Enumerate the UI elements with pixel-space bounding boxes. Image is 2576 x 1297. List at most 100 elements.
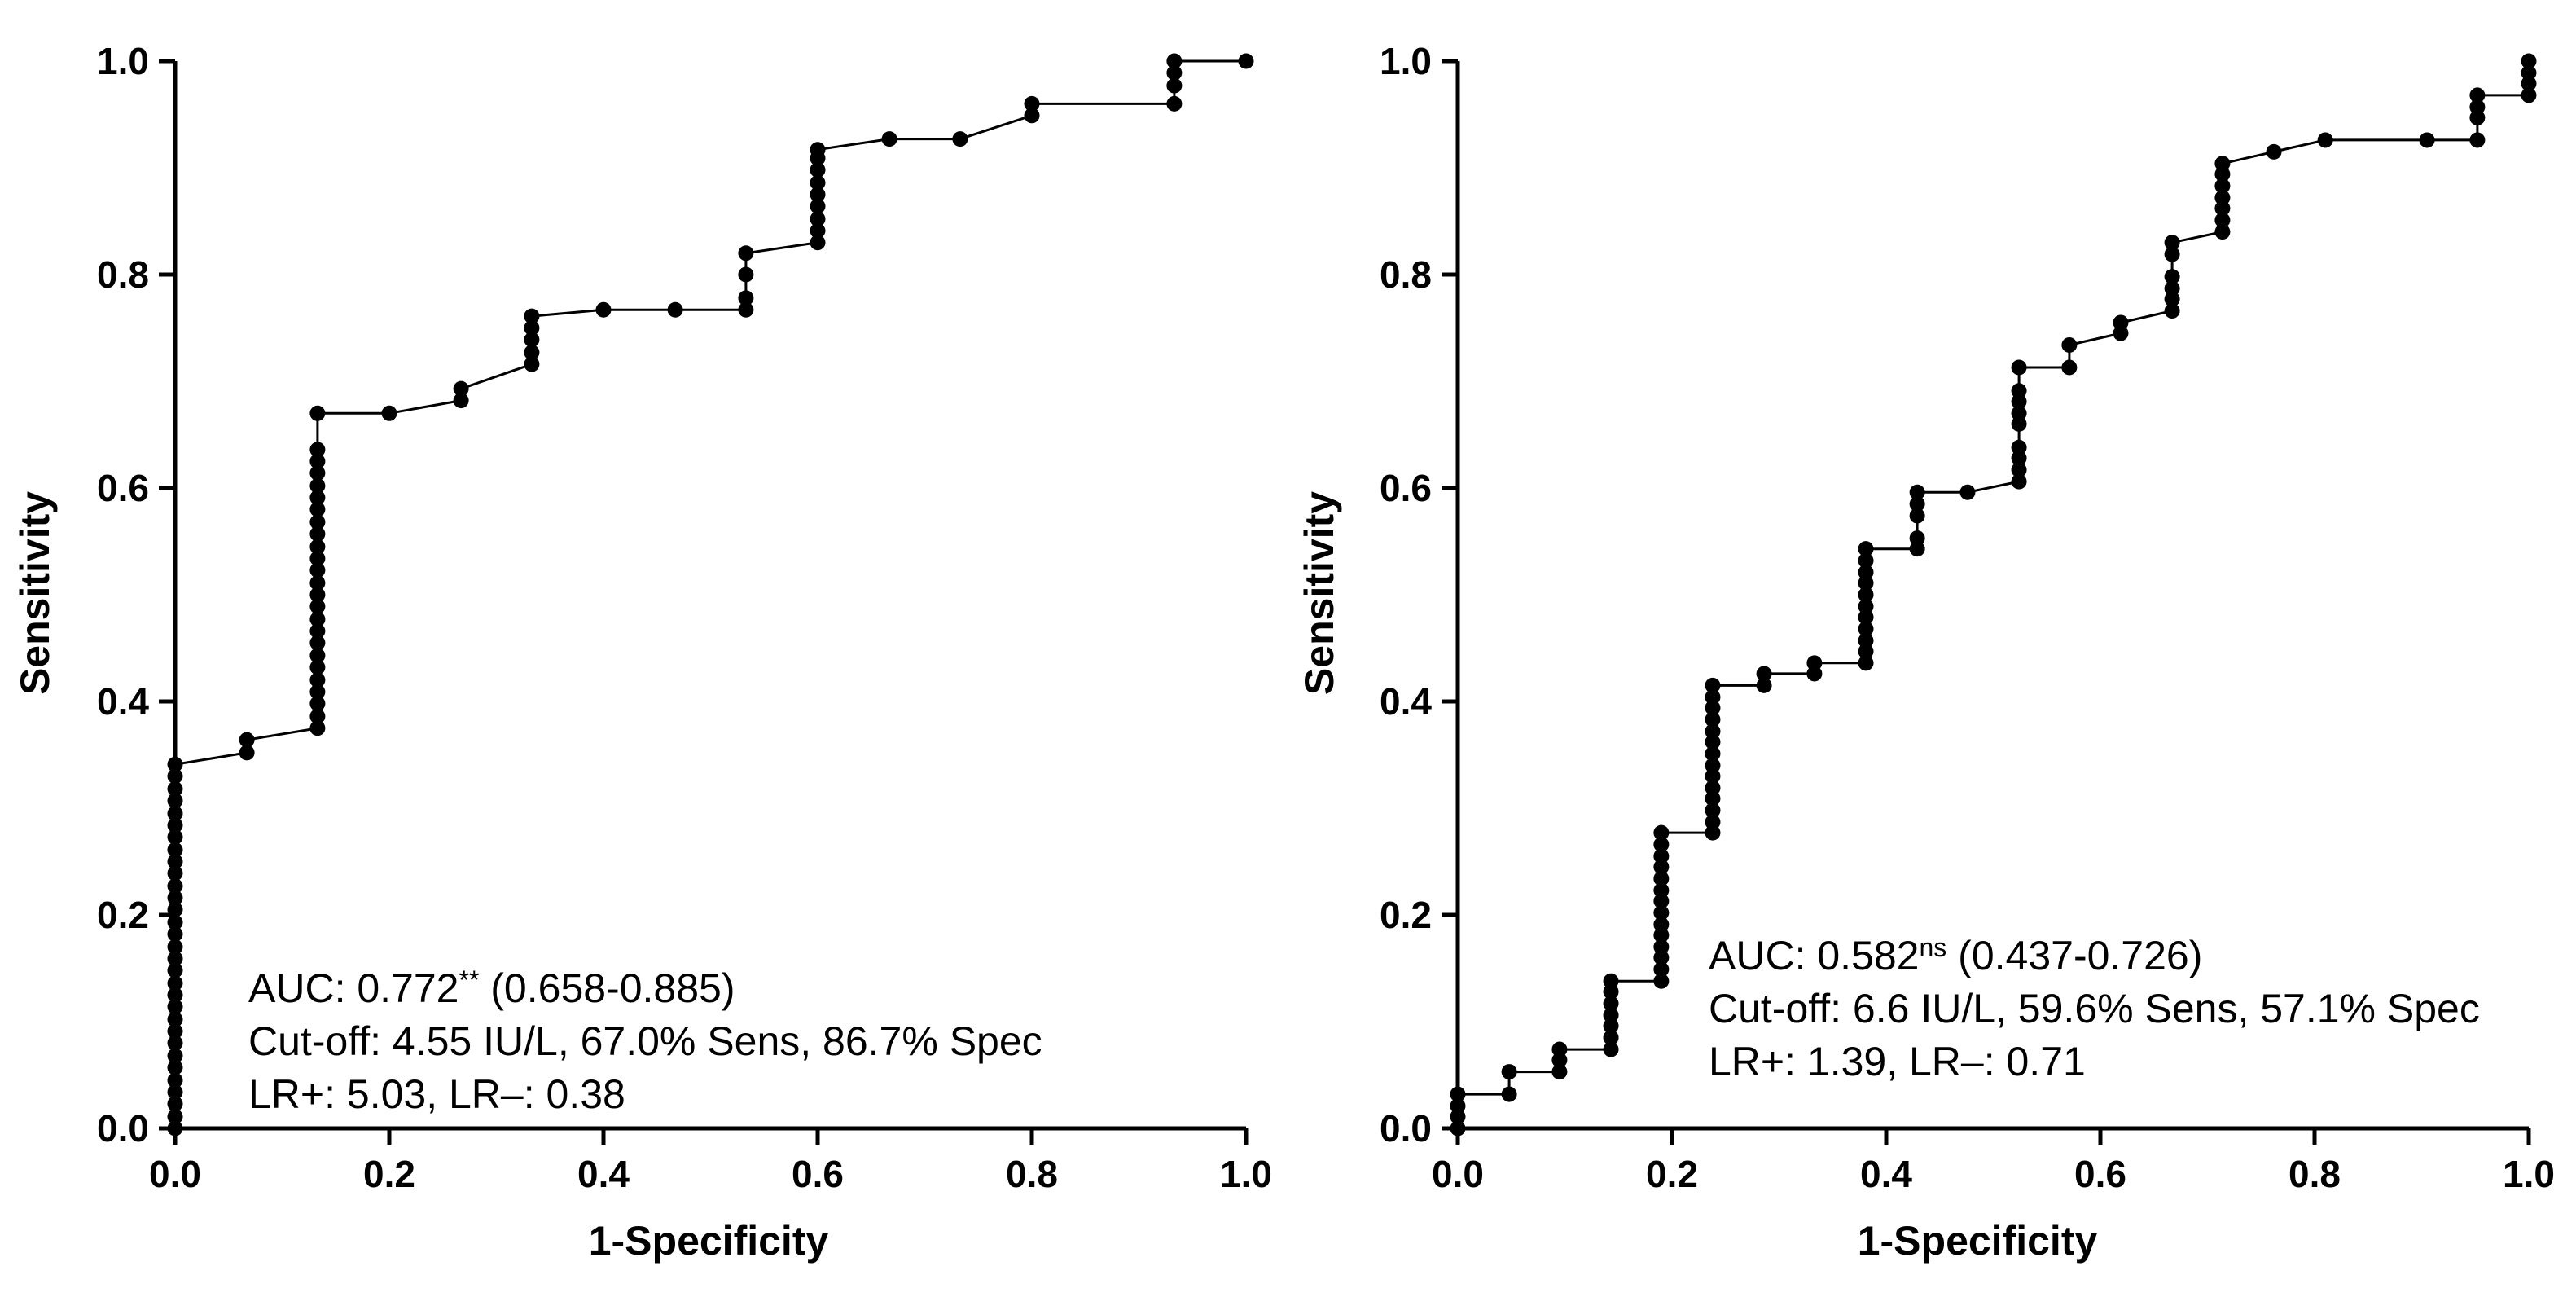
roc-point: [309, 611, 326, 627]
roc-point: [1653, 859, 1670, 875]
x-tick-label: 0.8: [1006, 1153, 1058, 1195]
x-tick-label: 0.2: [363, 1153, 415, 1195]
roc-point: [810, 222, 826, 239]
roc-point: [1603, 973, 1619, 989]
roc-point: [1909, 508, 1925, 524]
roc-point: [1653, 949, 1670, 965]
roc-point: [810, 162, 826, 178]
roc-point: [1603, 1018, 1619, 1034]
axes-right: 0.0 0.2 0.4 0.6 0.8 1.0 0.0 0.2 0.4 0.6 0.8 1.0: [1380, 40, 2555, 1195]
roc-point: [1603, 1030, 1619, 1046]
roc-point: [1551, 1041, 1568, 1057]
roc-point: [1166, 95, 1183, 112]
roc-point: [239, 732, 255, 748]
roc-point: [309, 525, 326, 542]
roc-point: [309, 635, 326, 651]
roc-point: [1501, 1086, 1517, 1102]
y-tick-label: 0.2: [1380, 894, 1432, 936]
roc-point: [1551, 1064, 1568, 1080]
x-tick-label: 0.4: [577, 1153, 630, 1195]
roc-point: [524, 345, 540, 361]
axes-left: 0.0 0.2 0.4 0.6 0.8 1.0 0.0 0.2 0.4 0.6 0.8 1.0: [97, 40, 1272, 1195]
roc-point: [309, 708, 326, 724]
roc-point: [524, 332, 540, 348]
roc-point: [309, 659, 326, 675]
cutoff-annotation: Cut-off: 6.6 IU/L, 59.6% Sens, 57.1% Spe…: [1709, 986, 2480, 1031]
roc-point: [1756, 666, 1772, 682]
roc-point: [309, 684, 326, 700]
roc-point: [2011, 415, 2027, 432]
roc-point: [1756, 677, 1772, 693]
roc-point: [2214, 178, 2231, 194]
x-tick-label: 0.0: [1432, 1153, 1484, 1195]
roc-point: [1166, 53, 1183, 69]
roc-point: [1858, 643, 1874, 659]
x-tick-label: 1.0: [2503, 1153, 2555, 1195]
x-tick-label: 0.6: [2074, 1153, 2126, 1195]
cutoff-annotation: Cut-off: 4.55 IU/L, 67.0% Sens, 86.7% Sp…: [248, 1018, 1042, 1064]
roc-point: [2164, 291, 2180, 307]
roc-point: [1959, 484, 1976, 500]
auc-label: AUC: 0.582: [1709, 933, 1919, 978]
roc-point: [1858, 655, 1874, 671]
roc-point: [524, 308, 540, 324]
roc-point: [2469, 109, 2486, 125]
roc-point: [810, 174, 826, 191]
roc-point: [309, 477, 326, 494]
roc-point: [1653, 882, 1670, 899]
roc-point: [309, 720, 326, 736]
roc-point: [2061, 359, 2078, 376]
roc-point: [2419, 132, 2435, 148]
x-tick-label: 0.0: [149, 1153, 201, 1195]
roc-point: [1705, 689, 1721, 706]
roc-point: [1653, 837, 1670, 853]
roc-point: [1858, 564, 1874, 580]
roc-point: [1858, 575, 1874, 591]
roc-point: [2011, 473, 2027, 490]
roc-point: [309, 672, 326, 688]
roc-point: [2469, 99, 2486, 115]
y-tick-label: 0.6: [1380, 467, 1432, 509]
roc-point: [2011, 405, 2027, 421]
y-tick-label: 0.6: [97, 467, 149, 509]
lr-annotation: LR+: 1.39, LR–: 0.71: [1709, 1039, 2086, 1084]
roc-point: [1858, 587, 1874, 603]
roc-point: [309, 453, 326, 469]
roc-point: [2214, 224, 2231, 240]
roc-point: [524, 320, 540, 336]
roc-point: [1705, 723, 1721, 740]
roc-point: [1653, 824, 1670, 841]
roc-point: [1166, 64, 1183, 81]
roc-point: [2214, 200, 2231, 217]
roc-point: [1238, 53, 1254, 69]
roc-point: [309, 539, 326, 555]
roc-point: [309, 575, 326, 591]
roc-point: [1909, 484, 1925, 500]
roc-point: [1909, 530, 1925, 547]
roc-point: [2164, 280, 2180, 297]
roc-point: [1653, 961, 1670, 978]
lr-annotation: LR+: 5.03, LR–: 0.38: [248, 1071, 625, 1117]
roc-point: [667, 301, 683, 318]
roc-point: [453, 393, 469, 409]
roc-point: [1858, 552, 1874, 569]
auc-label: AUC: 0.772: [248, 965, 459, 1011]
roc-point: [1603, 983, 1619, 1000]
roc-point: [810, 142, 826, 158]
roc-point: [2011, 439, 2027, 455]
roc-point: [2214, 166, 2231, 182]
roc-point: [2164, 246, 2180, 262]
roc-point: [1603, 1041, 1619, 1057]
roc-point: [1858, 598, 1874, 614]
roc-point: [309, 490, 326, 506]
roc-point: [309, 405, 326, 421]
roc-point: [738, 245, 754, 262]
roc-point: [1705, 677, 1721, 693]
roc-panel-right: 0.0 0.2 0.4 0.6 0.8 1.0 0.0 0.2 0.4 0.6 0.8 1.0 Sen…: [1297, 40, 2555, 1264]
roc-point: [309, 598, 326, 614]
roc-point: [309, 442, 326, 458]
auc-annotation: AUC: 0.772** (0.658-0.885): [248, 965, 735, 1011]
roc-point: [309, 623, 326, 640]
roc-point: [1705, 824, 1721, 841]
